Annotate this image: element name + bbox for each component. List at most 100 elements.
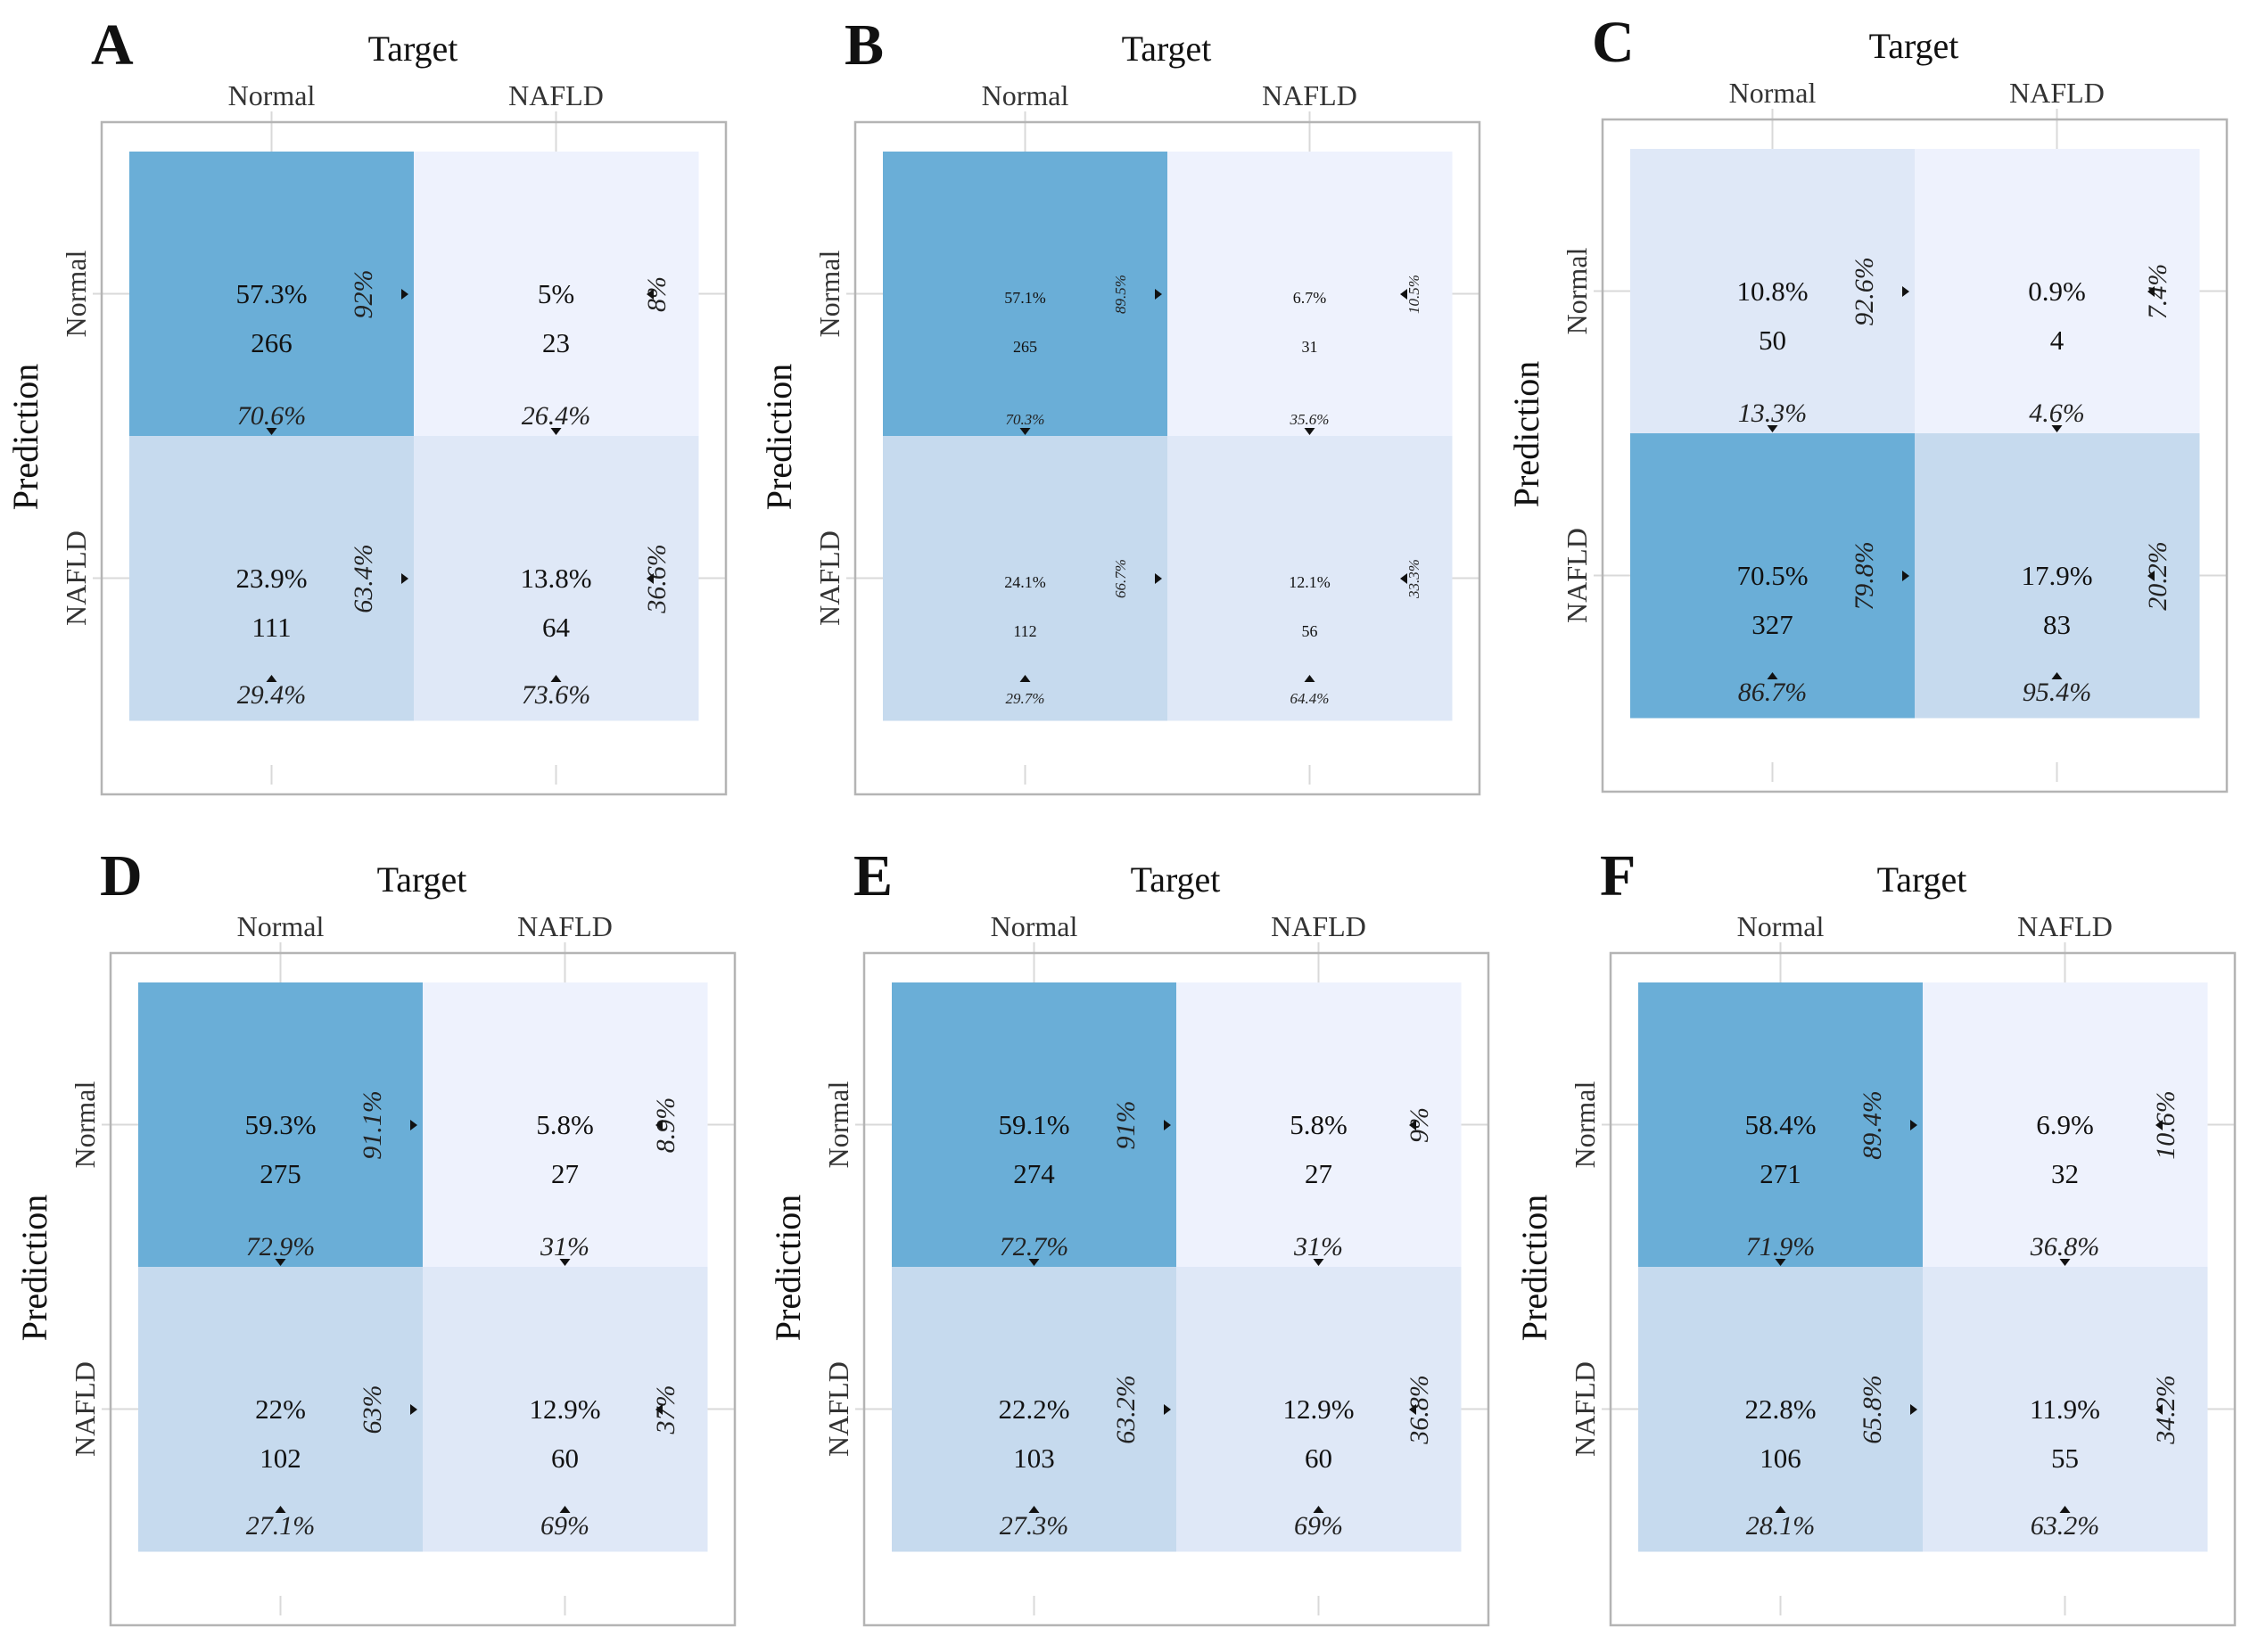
x-axis-title: Target [1131, 859, 1221, 900]
row-label-normal: Normal [813, 251, 845, 338]
arrow-left-icon [2147, 286, 2155, 297]
x-axis-title: Target [1869, 26, 1959, 66]
cell-1-0: 22.8% 106 28.1% 65.8% [1638, 1267, 1924, 1552]
cell-count: 83 [2043, 609, 2071, 640]
cell-count: 27 [551, 1158, 579, 1189]
cell-0-0: 59.3% 275 72.9% 91.1% [138, 982, 424, 1268]
cell-percentage: 5.8% [1290, 1109, 1348, 1140]
row-percentage: 79.8% [1850, 541, 1879, 611]
arrow-right-icon [410, 1120, 417, 1130]
column-percentage: 73.6% [522, 680, 591, 710]
row-label-normal: Normal [60, 251, 92, 338]
arrow-right-icon [1902, 571, 1909, 581]
arrow-down-icon [266, 428, 277, 435]
row-percentage: 33.3% [1405, 559, 1422, 599]
panel-letter: E [853, 843, 893, 908]
cell-percentage: 10.8% [1736, 275, 1808, 307]
column-percentage: 31% [1293, 1232, 1343, 1262]
cell-0-0: 10.8% 50 13.3% 92.6% [1630, 149, 1916, 434]
arrow-down-icon [1019, 428, 1031, 435]
row-label-nafld: NAFLD [69, 1361, 101, 1457]
cell-0-1: 5.8% 27 31% 9% [1176, 982, 1462, 1268]
row-percentage: 36.6% [642, 544, 672, 614]
arrow-right-icon [401, 573, 408, 584]
arrow-right-icon [1155, 573, 1162, 584]
column-percentage: 29.4% [237, 680, 307, 710]
cell-1-0: 24.1% 112 29.7% 66.7% [883, 436, 1168, 721]
panel-letter: C [1592, 10, 1635, 75]
cell-percentage: 6.9% [2036, 1109, 2094, 1140]
row-percentage: 66.7% [1112, 559, 1129, 598]
col-label-nafld: NAFLD [2009, 77, 2105, 109]
panel-f: F Target Normal NAFLD Prediction Normal NAFLD 5… [1514, 843, 2237, 1627]
row-percentage: 92% [349, 270, 378, 319]
column-percentage: 13.3% [1738, 399, 1808, 428]
cell-count: 112 [1013, 622, 1036, 640]
arrow-left-icon [2147, 571, 2155, 581]
cell-count: 275 [260, 1158, 301, 1189]
col-label-normal: Normal [991, 910, 1078, 942]
col-label-nafld: NAFLD [1262, 79, 1357, 111]
column-percentage: 70.3% [1006, 411, 1045, 428]
arrow-right-icon [1164, 1404, 1171, 1415]
row-label-normal: Normal [1569, 1081, 1601, 1169]
col-label-nafld: NAFLD [1271, 910, 1366, 942]
panel-letter: D [100, 843, 143, 908]
row-label-normal: Normal [69, 1081, 101, 1169]
cell-0-0: 57.1% 265 70.3% 89.5% [883, 152, 1168, 437]
cell-0-1: 6.9% 32 36.8% 10.6% [1923, 982, 2208, 1268]
cell-count: 23 [542, 327, 570, 358]
row-label-nafld: NAFLD [822, 1361, 854, 1457]
x-axis-title: Target [368, 29, 458, 69]
cell-percentage: 22.2% [998, 1393, 1069, 1425]
cell-count: 111 [251, 612, 291, 643]
row-percentage: 65.8% [1858, 1375, 1887, 1444]
col-label-normal: Normal [228, 79, 316, 111]
cell-count: 4 [2050, 325, 2065, 356]
arrow-down-icon [550, 428, 562, 435]
column-percentage: 31% [540, 1232, 589, 1262]
arrow-left-icon [1409, 1120, 1416, 1130]
cell-percentage: 59.3% [244, 1109, 316, 1140]
cell-count: 106 [1760, 1442, 1801, 1474]
column-percentage: 86.7% [1738, 678, 1808, 707]
row-percentage: 10.5% [1405, 275, 1422, 314]
cell-0-0: 59.1% 274 72.7% 91% [892, 982, 1177, 1268]
arrow-up-icon [2051, 672, 2063, 679]
cell-1-0: 22% 102 27.1% 63% [138, 1267, 424, 1552]
arrow-left-icon [1400, 573, 1407, 584]
cell-percentage: 23.9% [235, 563, 307, 594]
cell-1-0: 70.5% 327 86.7% 79.8% [1630, 433, 1916, 719]
arrow-up-icon [1304, 675, 1315, 682]
row-percentage: 91.1% [358, 1090, 387, 1160]
cell-1-1: 11.9% 55 63.2% 34.2% [1923, 1267, 2208, 1552]
cell-count: 274 [1013, 1158, 1055, 1189]
row-percentage: 9% [1405, 1107, 1434, 1143]
y-axis-title: Prediction [768, 1195, 808, 1341]
cell-background [138, 1267, 424, 1552]
column-percentage: 28.1% [1746, 1511, 1816, 1541]
row-label-nafld: NAFLD [813, 530, 845, 626]
column-percentage: 63.2% [2031, 1511, 2100, 1541]
cell-percentage: 0.9% [2028, 275, 2086, 307]
cell-percentage: 59.1% [998, 1109, 1069, 1140]
cell-percentage: 17.9% [2021, 560, 2092, 591]
x-axis-title: Target [1877, 859, 1967, 900]
arrow-down-icon [1304, 428, 1315, 435]
arrow-left-icon [1409, 1404, 1416, 1415]
cell-background [138, 982, 424, 1268]
arrow-right-icon [1164, 1120, 1171, 1130]
panel-d: D Target Normal NAFLD Prediction Normal NAFLD 5… [14, 843, 737, 1627]
arrow-down-icon [1767, 425, 1778, 432]
y-axis-title: Prediction [1506, 361, 1546, 507]
arrow-left-icon [647, 289, 654, 300]
cell-count: 103 [1013, 1442, 1055, 1474]
column-percentage: 27.3% [1000, 1511, 1069, 1541]
column-percentage: 26.4% [522, 401, 591, 431]
row-percentage: 20.2% [2143, 541, 2172, 611]
cell-count: 271 [1760, 1158, 1801, 1189]
column-percentage: 4.6% [2029, 399, 2085, 428]
cell-percentage: 57.1% [1004, 289, 1046, 307]
column-percentage: 69% [1294, 1511, 1343, 1541]
cell-1-1: 12.9% 60 69% 37% [423, 1267, 708, 1552]
